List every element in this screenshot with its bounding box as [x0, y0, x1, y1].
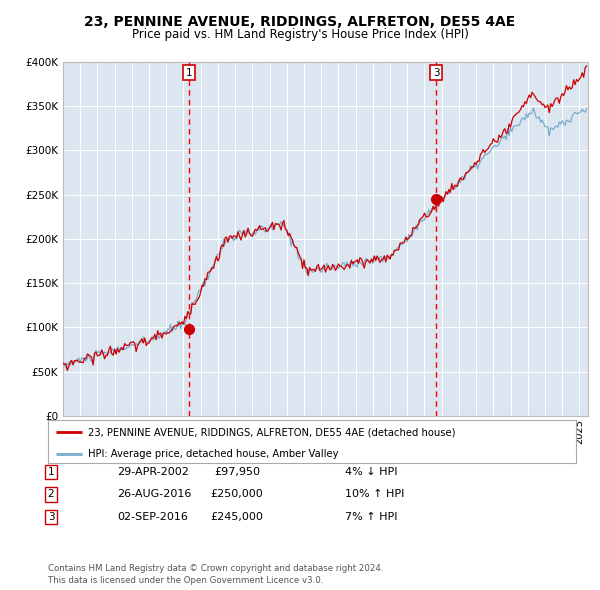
Text: 23, PENNINE AVENUE, RIDDINGS, ALFRETON, DE55 4AE: 23, PENNINE AVENUE, RIDDINGS, ALFRETON, … — [85, 15, 515, 29]
Text: £97,950: £97,950 — [214, 467, 260, 477]
Text: £250,000: £250,000 — [211, 490, 263, 499]
Text: 26-AUG-2016: 26-AUG-2016 — [117, 490, 191, 499]
Text: 10% ↑ HPI: 10% ↑ HPI — [345, 490, 404, 499]
Text: £245,000: £245,000 — [211, 512, 263, 522]
Text: 4% ↓ HPI: 4% ↓ HPI — [345, 467, 398, 477]
Text: Price paid vs. HM Land Registry's House Price Index (HPI): Price paid vs. HM Land Registry's House … — [131, 28, 469, 41]
Text: 1: 1 — [47, 467, 55, 477]
Text: Contains HM Land Registry data © Crown copyright and database right 2024.
This d: Contains HM Land Registry data © Crown c… — [48, 565, 383, 585]
Text: 23, PENNINE AVENUE, RIDDINGS, ALFRETON, DE55 4AE (detached house): 23, PENNINE AVENUE, RIDDINGS, ALFRETON, … — [88, 427, 455, 437]
Text: 3: 3 — [433, 68, 439, 77]
Text: 2: 2 — [47, 490, 55, 499]
Text: 1: 1 — [186, 68, 193, 77]
Text: 29-APR-2002: 29-APR-2002 — [117, 467, 189, 477]
Text: 3: 3 — [47, 512, 55, 522]
Text: 7% ↑ HPI: 7% ↑ HPI — [345, 512, 398, 522]
Text: HPI: Average price, detached house, Amber Valley: HPI: Average price, detached house, Ambe… — [88, 448, 338, 458]
Text: 02-SEP-2016: 02-SEP-2016 — [117, 512, 188, 522]
